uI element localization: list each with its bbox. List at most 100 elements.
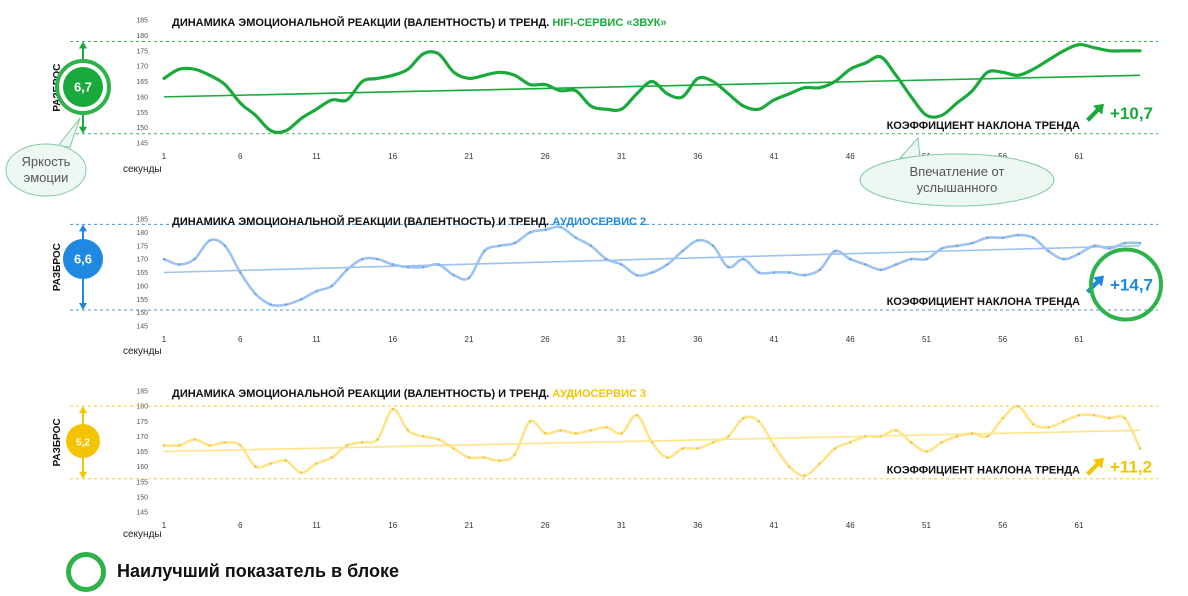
x-tick-label: 1 bbox=[162, 521, 167, 530]
x-tick-label: 51 bbox=[922, 521, 931, 530]
impression-callout-tail bbox=[898, 136, 921, 159]
data-point bbox=[605, 257, 608, 261]
trend-line bbox=[163, 244, 1141, 274]
data-point bbox=[757, 420, 760, 423]
data-point bbox=[635, 273, 638, 277]
data-point bbox=[696, 239, 699, 242]
spread-value: 6,6 bbox=[74, 252, 92, 267]
data-point bbox=[1062, 420, 1065, 423]
data-point bbox=[544, 228, 547, 231]
data-point bbox=[1001, 417, 1004, 420]
slope-value: +14,7 bbox=[1110, 276, 1153, 295]
data-point bbox=[833, 447, 837, 450]
data-point bbox=[910, 257, 913, 261]
impression-callout-bubble bbox=[859, 153, 1055, 207]
y-tick-label: 155 bbox=[136, 479, 148, 486]
data-point bbox=[894, 263, 898, 266]
data-point bbox=[666, 456, 669, 459]
data-point bbox=[544, 432, 547, 435]
data-point bbox=[650, 441, 654, 444]
data-point bbox=[605, 426, 608, 429]
data-point bbox=[467, 456, 471, 459]
data-point bbox=[925, 257, 928, 261]
slope-label: КОЭФФИЦИЕНТ НАКЛОНА ТРЕНДА bbox=[887, 120, 1080, 132]
data-point bbox=[818, 462, 821, 465]
x-tick-label: 56 bbox=[998, 335, 1007, 344]
data-point bbox=[361, 441, 364, 444]
x-tick-label: 16 bbox=[388, 521, 397, 530]
data-point bbox=[1062, 257, 1065, 261]
data-point bbox=[986, 236, 989, 239]
data-point bbox=[376, 257, 379, 261]
data-point bbox=[452, 447, 455, 450]
x-axis-label: секунды bbox=[123, 529, 162, 540]
spread-value-circle bbox=[63, 239, 103, 279]
y-tick-label: 160 bbox=[136, 94, 148, 101]
data-point bbox=[178, 444, 181, 447]
trend-up-arrow-icon bbox=[1086, 103, 1104, 122]
trend-up-arrow-icon bbox=[1086, 275, 1104, 294]
x-tick-label: 26 bbox=[541, 152, 550, 161]
data-point bbox=[1108, 247, 1111, 250]
data-point bbox=[422, 435, 425, 438]
data-point bbox=[1108, 417, 1111, 420]
y-tick-label: 170 bbox=[136, 64, 148, 71]
chart-title-service: АУДИОСЕРВИС 2 bbox=[552, 216, 646, 228]
data-point bbox=[437, 438, 440, 441]
data-point bbox=[1047, 426, 1050, 429]
y-tick-label: 155 bbox=[136, 297, 148, 304]
data-point bbox=[406, 265, 410, 269]
x-tick-label: 21 bbox=[465, 521, 474, 530]
x-tick-label: 21 bbox=[465, 335, 474, 344]
data-point bbox=[757, 271, 760, 274]
x-axis-label: секунды bbox=[123, 164, 162, 175]
y-tick-label: 150 bbox=[136, 125, 148, 132]
data-point bbox=[300, 298, 303, 301]
data-point bbox=[1093, 414, 1096, 417]
data-point bbox=[788, 465, 791, 468]
data-point bbox=[772, 444, 776, 447]
data-point bbox=[223, 244, 227, 247]
data-point bbox=[711, 244, 715, 247]
data-point bbox=[193, 257, 196, 261]
chart-title: ДИНАМИКА ЭМОЦИОНАЛЬНОЙ РЕАКЦИИ (ВАЛЕНТНО… bbox=[172, 387, 646, 400]
x-tick-label: 1 bbox=[162, 152, 167, 161]
data-point bbox=[208, 239, 211, 242]
x-tick-label: 6 bbox=[238, 152, 243, 161]
data-point bbox=[315, 462, 318, 465]
data-point bbox=[483, 456, 486, 459]
data-point bbox=[528, 420, 532, 423]
y-tick-label: 185 bbox=[136, 389, 148, 396]
y-tick-label: 155 bbox=[136, 110, 148, 117]
y-tick-label: 165 bbox=[136, 270, 148, 277]
y-tick-label: 180 bbox=[136, 404, 148, 411]
slope-label: КОЭФФИЦИЕНТ НАКЛОНА ТРЕНДА bbox=[887, 465, 1080, 477]
x-tick-label: 21 bbox=[465, 152, 474, 161]
data-point bbox=[971, 432, 974, 435]
x-axis-label: секунды bbox=[123, 346, 162, 357]
valence-series-line bbox=[162, 42, 1142, 135]
data-point bbox=[574, 236, 577, 239]
data-point bbox=[422, 265, 425, 269]
data-point bbox=[879, 435, 882, 438]
data-point bbox=[178, 263, 181, 266]
spread-axis-label: РАЗБРОС bbox=[52, 243, 63, 291]
x-tick-label: 1 bbox=[162, 335, 167, 344]
data-point bbox=[650, 271, 654, 274]
data-point bbox=[849, 441, 852, 444]
x-tick-label: 46 bbox=[846, 152, 855, 161]
data-point bbox=[742, 257, 745, 261]
slope-label: КОЭФФИЦИЕНТ НАКЛОНА ТРЕНДА bbox=[887, 296, 1080, 308]
data-point bbox=[330, 456, 333, 459]
data-point bbox=[452, 273, 455, 277]
data-point bbox=[940, 441, 943, 444]
data-point bbox=[1032, 423, 1035, 426]
y-tick-label: 145 bbox=[136, 510, 148, 517]
x-tick-label: 31 bbox=[617, 335, 626, 344]
data-point bbox=[315, 290, 318, 293]
trend-line bbox=[163, 74, 1141, 98]
